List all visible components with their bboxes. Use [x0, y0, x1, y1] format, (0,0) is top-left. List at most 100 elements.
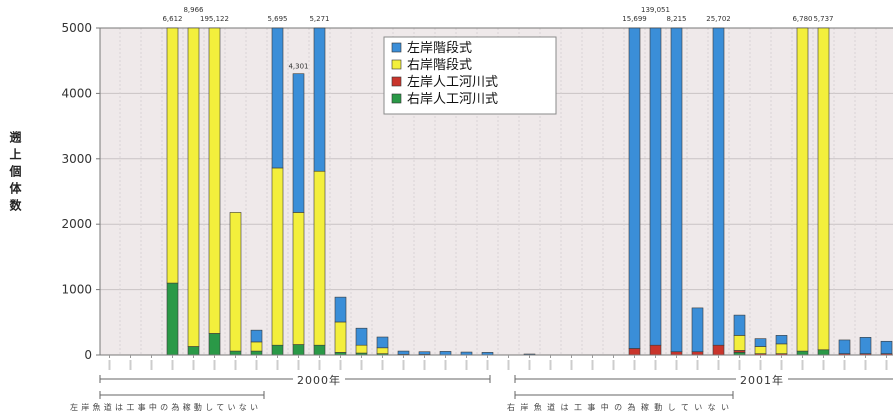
bar-segment-series1-cat26: [628, 27, 641, 349]
year-label-background: [293, 373, 345, 386]
bar-segment-series2-cat31: [733, 335, 746, 351]
bar-segment-series2-cat14: [376, 347, 389, 354]
bar-segment-series2-cat11: [313, 170, 326, 346]
bar-segment-series1-cat30: [712, 27, 725, 346]
legend: 左岸階段式 右岸階段式 左岸人工河川式 右岸人工河川式: [383, 36, 557, 115]
bar-segment-series2-cat33: [775, 343, 788, 354]
bar-segment-series2-cat12: [334, 321, 347, 353]
total-value-label: 5,737: [813, 15, 833, 23]
bar-segment-series1-cat38: [880, 340, 893, 354]
legend-item: 右岸人工河川式: [391, 92, 498, 107]
bar-segment-series4-cat10: [292, 344, 305, 356]
x-axis-ticks: [108, 355, 888, 370]
y-axis-ticks: 0 1000 2000 3000 4000 5000: [61, 21, 100, 362]
bar-segment-series2-cat7: [229, 212, 242, 352]
year-bracket-2001: 2001年: [514, 373, 893, 387]
bar-segment-series1-cat32: [754, 338, 767, 347]
bar-segment-series2-cat35: [817, 27, 830, 351]
bar-segment-series2-cat6: [208, 27, 221, 334]
note-text: 右岸魚道は工事中の為稼動していない: [507, 402, 729, 412]
note-left-bank-construction: 左岸魚道は工事中の為稼動していない: [70, 391, 265, 412]
legend-swatch: [391, 76, 402, 87]
bar-segment-series1-cat17: [439, 351, 452, 356]
legend-swatch: [391, 42, 402, 53]
legend-label: 左岸階段式: [407, 41, 472, 56]
total-value-label: 5,695: [267, 15, 287, 23]
bar-segment-series3-cat27: [649, 344, 662, 356]
bar-segment-series4-cat9: [271, 344, 284, 356]
legend-label: 右岸人工河川式: [407, 92, 498, 107]
total-value-label: 6,612: [162, 15, 182, 23]
y-tick-label: 5000: [61, 21, 92, 35]
legend-swatch: [391, 59, 402, 70]
legend-item: 左岸人工河川式: [391, 75, 498, 90]
bar-segment-series1-cat16: [418, 351, 431, 355]
bar-segment-series2-cat32: [754, 346, 767, 354]
bar-segment-series4-cat34: [796, 350, 809, 356]
year-label: 2001年: [740, 373, 784, 387]
bar-segment-series4-cat4: [166, 282, 179, 356]
bar-segment-series4-cat6: [208, 333, 221, 356]
bar-segment-series1-cat15: [397, 350, 410, 355]
y-tick-label: 2000: [61, 217, 92, 231]
total-value-label: 195,122: [200, 15, 229, 23]
bar-segment-series2-cat4: [166, 27, 179, 284]
bar-segment-series1-cat27: [649, 27, 662, 346]
legend-box: [383, 36, 557, 115]
bar-segment-series1-cat31: [733, 314, 746, 336]
bar-segment-series1-cat29: [691, 307, 704, 353]
bar-segment-series2-cat5: [187, 27, 200, 347]
bar-segment-series1-cat11: [313, 27, 326, 172]
legend-swatch: [391, 93, 402, 104]
total-value-label: 6,780: [792, 15, 812, 23]
bar-segment-series1-cat33: [775, 335, 788, 345]
bar-segment-series1-cat37: [859, 337, 872, 354]
legend-label: 右岸階段式: [407, 58, 472, 73]
gridlines: [100, 28, 893, 355]
bar-segment-series4-cat7: [229, 350, 242, 356]
y-tick-label: 1000: [61, 283, 92, 297]
y-tick-label: 4000: [61, 86, 92, 100]
bar-segment-series1-cat36: [838, 339, 851, 354]
bar-segment-series2-cat9: [271, 167, 284, 346]
bar-segment-series4-cat11: [313, 344, 326, 356]
bar-segment-series1-cat8: [250, 329, 263, 343]
bar-segment-series1-cat10: [292, 73, 305, 213]
y-axis-label: 遡上個体数: [8, 131, 22, 216]
bar-segment-series2-cat8: [250, 341, 263, 352]
bar-segment-series4-cat35: [817, 349, 830, 356]
legend-label: 左岸人工河川式: [407, 75, 498, 90]
year-label-background: [736, 373, 788, 386]
legend-item: 右岸階段式: [391, 58, 472, 73]
legend-item: 左岸階段式: [391, 41, 472, 56]
bar-segment-series2-cat13: [355, 344, 368, 354]
bar-segment-series3-cat26: [628, 348, 641, 356]
bar-segment-series1-cat28: [670, 27, 683, 353]
note-right-bank-construction: 右岸魚道は工事中の為稼動していない: [507, 391, 734, 412]
total-value-label: 8,215: [666, 15, 686, 23]
bar-segment-series1-cat14: [376, 336, 389, 349]
total-value-label: 4,301: [288, 63, 308, 71]
bar-segment-series4-cat5: [187, 346, 200, 356]
year-bracket-2000: 2000年: [99, 373, 491, 387]
bar-segment-series2-cat10: [292, 212, 305, 345]
y-tick-label: 3000: [61, 152, 92, 166]
bar-segment-series1-cat13: [355, 327, 368, 346]
bar-segment-series1-cat12: [334, 296, 347, 323]
total-value-label: 8,966: [183, 6, 204, 14]
y-tick-label: 0: [84, 348, 92, 362]
total-value-label: 25,702: [706, 15, 731, 23]
bars: [166, 27, 893, 356]
bar-segment-series4-cat8: [250, 350, 263, 356]
note-text: 左岸魚道は工事中の為稼動していない: [70, 402, 258, 412]
year-label: 2000年: [297, 373, 341, 387]
bar-segment-series1-cat9: [271, 27, 284, 169]
bar-segment-series3-cat30: [712, 344, 725, 356]
total-value-label: 5,271: [309, 15, 329, 23]
bar-segment-series2-cat34: [796, 27, 809, 352]
total-value-label: 15,699: [622, 15, 647, 23]
total-value-label: 139,051: [641, 6, 670, 14]
